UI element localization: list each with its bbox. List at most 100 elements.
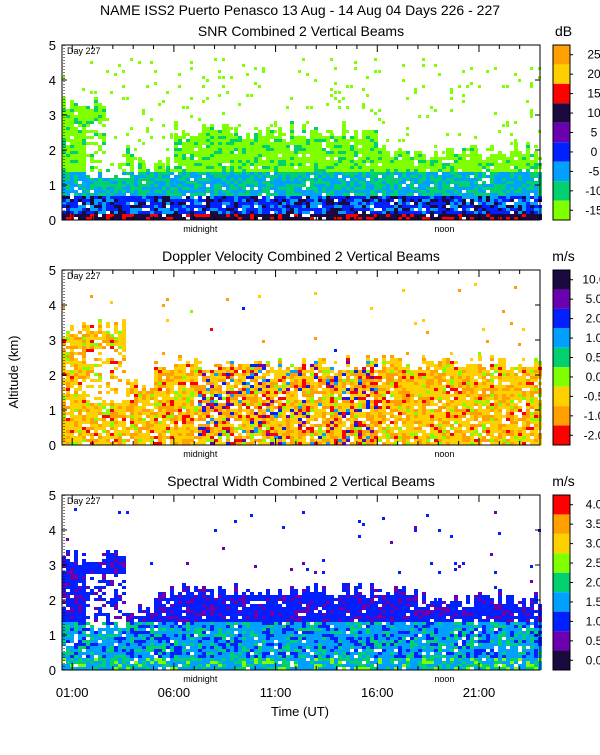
echo-cell: [166, 400, 170, 403]
echo-cell: [514, 202, 518, 205]
echo-cell: [238, 196, 242, 199]
echo-cell: [234, 175, 238, 178]
echo-cell: [74, 376, 78, 379]
echo-cell: [126, 433, 130, 436]
echo-cell: [378, 190, 382, 193]
echo-cell: [362, 160, 366, 163]
echo-cell: [174, 148, 178, 151]
echo-cell: [230, 154, 234, 157]
echo-cell: [134, 388, 138, 391]
echo-cell: [238, 382, 242, 385]
echo-cell: [142, 439, 146, 442]
echo-cell: [234, 199, 238, 202]
echo-cell: [290, 211, 294, 214]
echo-cell: [126, 430, 130, 433]
colorbar-segment: [553, 64, 570, 83]
echo-cell: [266, 421, 270, 424]
echo-cell: [454, 160, 458, 163]
echo-cell: [158, 412, 162, 415]
echo-cell: [470, 205, 474, 208]
echo-cell: [118, 166, 122, 169]
echo-cell: [198, 439, 202, 442]
echo-cell: [486, 187, 490, 190]
echo-cell: [266, 430, 270, 433]
echo-cell: [342, 133, 346, 136]
echo-cell: [250, 145, 254, 148]
echo-cell: [138, 61, 141, 64]
echo-cell: [474, 166, 478, 169]
echo-cell: [70, 133, 74, 136]
echo-cell: [286, 106, 289, 109]
echo-cell: [138, 436, 142, 439]
echo-cell: [162, 397, 166, 400]
echo-cell: [206, 433, 210, 436]
echo-cell: [298, 418, 302, 421]
echo-cell: [310, 370, 314, 373]
echo-cell: [334, 178, 338, 181]
echo-cell: [466, 85, 469, 88]
echo-cell: [226, 187, 230, 190]
echo-cell: [170, 199, 174, 202]
echo-cell: [94, 181, 98, 184]
echo-cell: [302, 169, 306, 172]
echo-cell: [330, 172, 334, 175]
echo-cell: [382, 205, 386, 208]
echo-cell: [210, 406, 214, 409]
echo-cell: [402, 175, 406, 178]
colorbar-label: -15: [585, 203, 600, 217]
echo-cell: [82, 124, 86, 127]
echo-cell: [526, 154, 530, 157]
echo-cell: [258, 406, 262, 409]
echo-cell: [318, 133, 322, 136]
echo-cell: [446, 187, 450, 190]
echo-cell: [378, 172, 382, 175]
echo-cell: [350, 166, 354, 169]
echo-cell: [394, 160, 398, 163]
echo-cell: [66, 436, 70, 439]
echo-cell: [278, 193, 282, 196]
echo-cell: [438, 193, 442, 196]
echo-cell: [74, 109, 78, 112]
echo-cell: [314, 196, 318, 199]
echo-cell: [242, 64, 245, 67]
echo-cell: [154, 388, 158, 391]
echo-cell: [314, 376, 318, 379]
echo-cell: [206, 181, 210, 184]
echo-cell: [474, 163, 478, 166]
echo-cell: [278, 400, 282, 403]
echo-cell: [330, 184, 334, 187]
echo-cell: [446, 133, 449, 136]
echo-cell: [294, 145, 298, 148]
echo-cell: [334, 82, 337, 85]
echo-cell: [306, 187, 310, 190]
echo-cell: [226, 91, 229, 94]
echo-cell: [406, 127, 409, 130]
echo-cell: [102, 208, 106, 211]
echo-cell: [134, 427, 138, 430]
echo-cell: [94, 160, 98, 163]
echo-cell: [266, 127, 270, 130]
echo-cell: [182, 202, 186, 205]
echo-cell: [506, 199, 510, 202]
echo-cell: [310, 418, 314, 421]
echo-cell: [458, 178, 462, 181]
echo-cell: [378, 157, 382, 160]
echo-cell: [338, 433, 342, 436]
echo-cell: [86, 208, 90, 211]
echo-cell: [74, 163, 78, 166]
echo-cell: [338, 421, 342, 424]
echo-cell: [326, 205, 330, 208]
echo-cell: [350, 178, 354, 181]
echo-cell: [346, 85, 349, 88]
echo-cell: [102, 214, 106, 217]
echo-cell: [78, 373, 82, 376]
echo-cell: [502, 163, 506, 166]
echo-cell: [190, 436, 194, 439]
echo-cell: [266, 196, 270, 199]
echo-cell: [158, 409, 162, 412]
echo-cell: [178, 403, 182, 406]
echo-cell: [82, 175, 86, 178]
echo-cell: [90, 130, 94, 133]
echo-cell: [70, 382, 74, 385]
echo-cell: [226, 388, 230, 391]
